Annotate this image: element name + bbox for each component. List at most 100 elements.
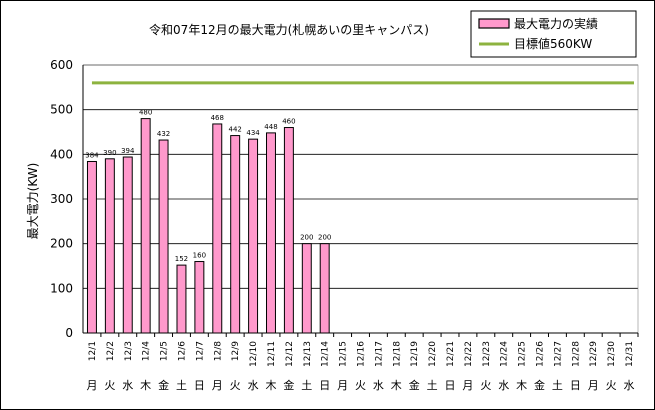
data-label: 448 <box>264 123 277 131</box>
weekday-label: 日 <box>319 379 330 392</box>
bar <box>140 118 151 334</box>
data-label: 480 <box>139 109 152 117</box>
x-tick-label: 12/24 <box>500 341 510 367</box>
x-tick-label: 12/16 <box>357 341 367 367</box>
bar <box>283 127 294 334</box>
weekday-label: 火 <box>480 379 491 392</box>
x-tick-label: 12/4 <box>142 341 152 361</box>
weekday-label: 木 <box>391 379 402 392</box>
weekday-label: 土 <box>552 379 563 392</box>
x-tick-label: 12/22 <box>464 341 474 367</box>
data-label: 200 <box>300 234 313 242</box>
x-tick-label: 12/13 <box>303 341 313 367</box>
legend-label-actual: 最大電力の実績 <box>514 16 598 31</box>
bar <box>194 261 205 334</box>
data-label: 442 <box>228 126 241 134</box>
weekday-label: 水 <box>624 379 635 392</box>
bar <box>230 135 241 334</box>
x-tick-label: 12/26 <box>536 341 546 367</box>
weekday-label: 水 <box>373 379 384 392</box>
y-tick-label: 300 <box>50 192 73 206</box>
weekday-label: 土 <box>427 379 438 392</box>
x-tick-label: 12/25 <box>518 341 528 367</box>
bar <box>266 132 276 334</box>
weekday-label: 日 <box>570 379 581 392</box>
weekday-label: 金 <box>534 378 545 392</box>
x-tick-label: 12/17 <box>374 341 384 367</box>
y-tick-label: 0 <box>65 326 73 340</box>
data-label: 394 <box>121 147 135 155</box>
x-tick-label: 12/12 <box>285 341 295 367</box>
bar <box>176 264 187 334</box>
bar <box>122 156 133 334</box>
legend-label-target: 目標値560KW <box>514 36 592 51</box>
chart-title: 令和07年12月の最大電力(札幌あいの里キャンパス) <box>149 22 429 37</box>
bar <box>248 138 259 334</box>
x-tick-label: 12/30 <box>607 341 617 367</box>
x-tick-label: 12/2 <box>106 341 116 361</box>
x-tick-label: 12/11 <box>267 341 277 367</box>
x-tick-label: 12/18 <box>392 341 402 367</box>
y-tick-label: 200 <box>50 237 73 251</box>
weekday-label: 水 <box>498 379 509 392</box>
x-tick-label: 12/10 <box>249 341 259 367</box>
x-tick-label: 12/8 <box>213 341 223 361</box>
y-axis-label: 最大電力(KW) <box>26 163 40 240</box>
weekday-label: 日 <box>194 379 205 392</box>
weekday-label: 金 <box>409 378 420 392</box>
bar <box>86 160 97 334</box>
data-label: 390 <box>103 149 116 157</box>
x-tick-label: 12/3 <box>124 341 134 361</box>
y-tick-label: 100 <box>50 281 73 295</box>
x-tick-label: 12/23 <box>482 341 492 367</box>
bar <box>158 139 169 334</box>
x-tick-label: 12/5 <box>160 341 170 361</box>
weekday-label: 金 <box>283 378 294 392</box>
x-tick-label: 12/6 <box>177 341 187 361</box>
data-label: 384 <box>85 151 99 159</box>
x-tick-label: 12/29 <box>589 341 599 367</box>
x-tick-label: 12/28 <box>571 341 581 367</box>
bar <box>301 243 312 334</box>
weekday-label: 月 <box>212 379 223 392</box>
data-label: 200 <box>318 234 331 242</box>
weekday-label: 土 <box>301 379 312 392</box>
data-label: 434 <box>246 129 260 137</box>
x-tick-label: 12/9 <box>231 341 241 361</box>
x-tick-label: 12/14 <box>321 341 331 367</box>
weekday-label: 水 <box>122 379 133 392</box>
x-tick-label: 12/15 <box>339 341 349 367</box>
y-tick-label: 400 <box>50 147 73 161</box>
bar <box>212 123 223 334</box>
x-tick-label: 12/20 <box>428 341 438 367</box>
weekday-label: 木 <box>265 379 276 392</box>
weekday-label: 月 <box>588 379 599 392</box>
x-tick-label: 12/27 <box>553 341 563 367</box>
weekday-label: 木 <box>140 379 151 392</box>
data-label: 468 <box>211 114 224 122</box>
weekday-label: 火 <box>230 379 241 392</box>
x-tick-label: 12/21 <box>446 341 456 367</box>
weekday-label: 火 <box>104 379 115 392</box>
data-label: 460 <box>282 118 295 126</box>
data-label: 160 <box>193 252 206 260</box>
weekday-label: 水 <box>248 379 259 392</box>
bar <box>104 158 115 334</box>
weekday-label: 日 <box>445 379 456 392</box>
data-label: 152 <box>175 255 188 263</box>
data-label: 432 <box>157 130 170 138</box>
weekday-label: 火 <box>606 379 617 392</box>
weekday-label: 土 <box>176 379 187 392</box>
x-tick-label: 12/1 <box>88 341 98 361</box>
y-tick-label: 600 <box>50 58 73 72</box>
weekday-label: 月 <box>462 379 473 392</box>
x-tick-label: 12/19 <box>410 341 420 367</box>
weekday-label: 金 <box>158 378 169 392</box>
weekday-label: 月 <box>86 379 97 392</box>
x-tick-label: 12/7 <box>195 341 205 361</box>
legend: 最大電力の実績 目標値560KW <box>470 10 637 58</box>
weekday-label: 木 <box>516 379 527 392</box>
bar <box>319 243 330 334</box>
